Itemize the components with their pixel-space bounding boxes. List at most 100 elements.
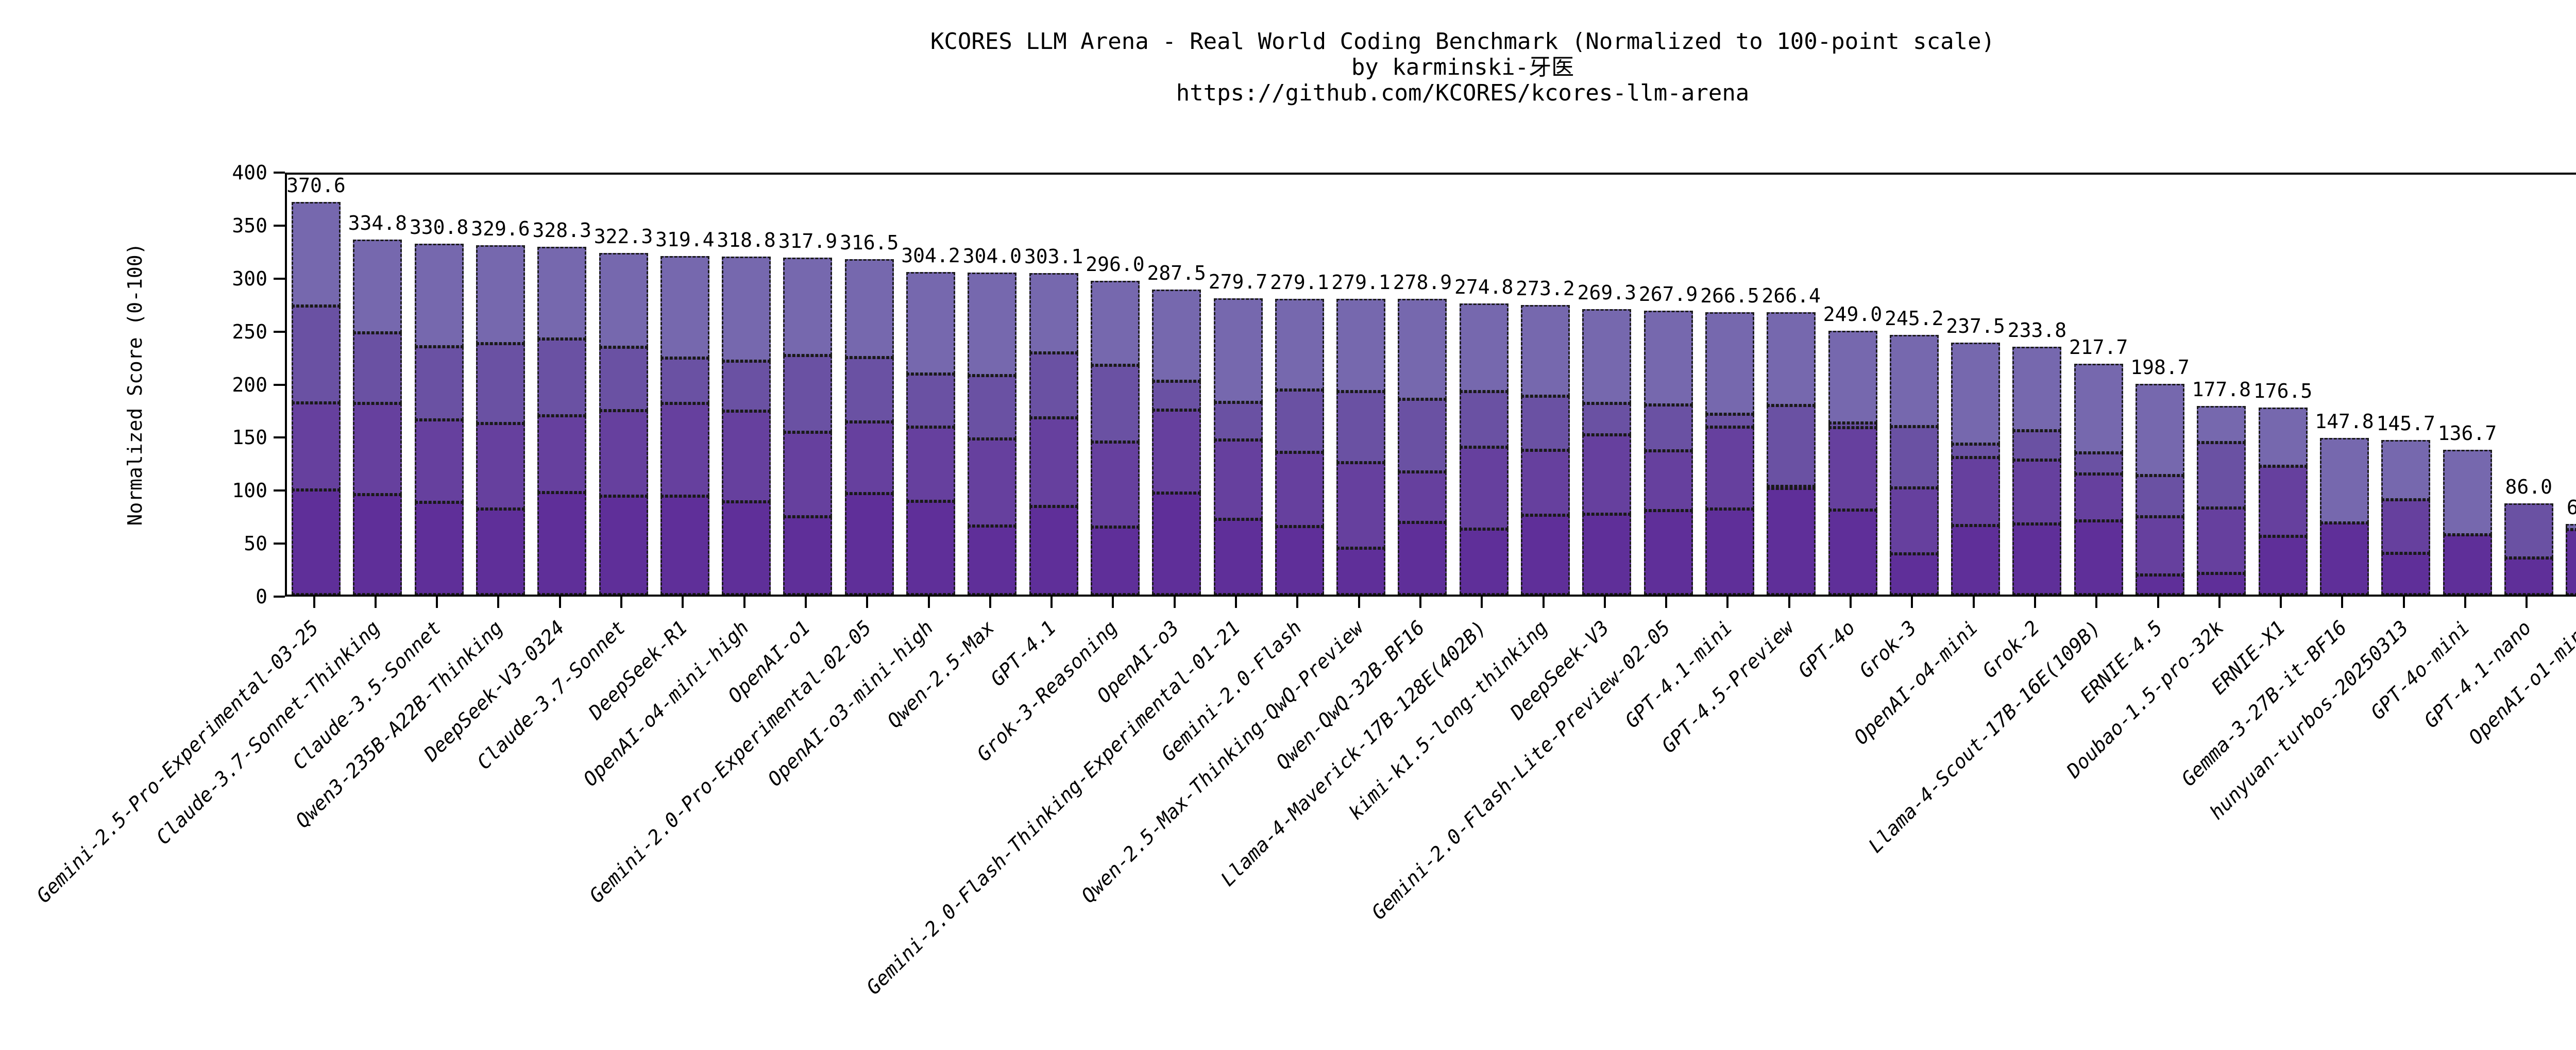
bar-segment-ball-bouncing-inside-spinning-heptagon	[1029, 506, 1078, 595]
bar-segment-mandelbrot-set-meet-libai	[1643, 450, 1693, 511]
bar-segment-solar-system	[2443, 449, 2492, 535]
y-tick	[274, 543, 285, 545]
bar-segment-mandelbrot-set-meet-libai	[353, 403, 402, 495]
y-tick	[274, 172, 285, 174]
bar-segment-mandelbrot-set-meet-libai	[1582, 434, 1632, 514]
bar-segment-ball-bouncing-inside-spinning-heptagon	[2381, 553, 2431, 595]
bar-segment-mandelbrot-set-meet-libai	[414, 420, 464, 502]
bar-segment-mars-mission	[476, 344, 525, 424]
y-tick	[274, 330, 285, 333]
y-tick-label: 0	[256, 585, 267, 608]
bar-value-label: 176.5	[2253, 379, 2313, 402]
bar-segment-solar-system	[414, 244, 464, 347]
bar-value-label: 319.4	[655, 228, 715, 251]
x-tick	[1419, 597, 1421, 608]
bar-segment-solar-system	[2012, 346, 2062, 431]
x-tick	[1296, 597, 1299, 608]
bar-value-label: 86.0	[2505, 476, 2553, 499]
bar-segment-solar-system	[1459, 303, 1509, 392]
bar-value-label: 322.3	[594, 225, 653, 248]
bar-segment-mandelbrot-set-meet-libai	[1152, 410, 1201, 493]
bar-segment-ball-bouncing-inside-spinning-heptagon	[353, 495, 402, 595]
bar-value-label: 329.6	[471, 217, 530, 240]
x-tick	[1173, 597, 1176, 608]
bar-segment-mandelbrot-set-meet-libai	[906, 427, 955, 502]
bar-segment-solar-system	[1029, 273, 1078, 353]
bar-segment-mars-mission	[1459, 392, 1509, 448]
bar-segment-ball-bouncing-inside-spinning-heptagon	[2012, 523, 2062, 595]
bar-value-label: 245.2	[1885, 307, 1944, 330]
bar-segment-ball-bouncing-inside-spinning-heptagon	[1398, 522, 1447, 595]
x-tick	[989, 597, 991, 608]
bar-value-label: 317.9	[778, 229, 838, 252]
bar-value-label: 330.8	[409, 216, 469, 239]
bar-segment-solar-system	[353, 240, 402, 333]
bar-segment-mandelbrot-set-meet-libai	[2074, 474, 2123, 521]
x-tick	[1665, 597, 1668, 608]
bar-segment-ball-bouncing-inside-spinning-heptagon	[1459, 529, 1509, 595]
bar-value-label: 66.8	[2566, 496, 2576, 519]
bar-segment-mars-mission	[537, 339, 587, 416]
title-block: KCORES LLM Arena - Real World Coding Ben…	[285, 29, 2576, 106]
bar-segment-solar-system	[968, 272, 1017, 376]
x-tick	[866, 597, 869, 608]
x-tick	[1850, 597, 1852, 608]
x-tick	[2095, 597, 2098, 608]
bar-value-label: 296.0	[1086, 252, 1145, 276]
bar-segment-solar-system	[844, 259, 894, 358]
bar-segment-ball-bouncing-inside-spinning-heptagon	[2258, 536, 2308, 595]
bar-segment-ball-bouncing-inside-spinning-heptagon	[2136, 574, 2184, 595]
bar-segment-mars-mission	[722, 361, 771, 412]
bar-segment-mandelbrot-set-meet-libai	[1705, 427, 1754, 510]
bar-segment-mandelbrot-set-meet-libai	[1459, 447, 1509, 530]
x-tick	[2033, 597, 2036, 608]
bar-segment-mars-mission	[2012, 431, 2062, 460]
bar-segment-mandelbrot-set-meet-libai	[1336, 463, 1386, 549]
bar-segment-mars-mission	[906, 374, 955, 427]
y-axis-title: Normalized Score (0-100)	[124, 243, 146, 526]
bar-segment-mars-mission	[844, 358, 894, 422]
bar-segment-solar-system	[1582, 309, 1632, 404]
bar-value-label: 147.8	[2315, 410, 2374, 433]
y-tick-label: 100	[232, 479, 267, 502]
bar-segment-ball-bouncing-inside-spinning-heptagon	[1582, 514, 1632, 595]
x-tick-label: GPT-4o	[1793, 616, 1860, 683]
x-tick	[1603, 597, 1606, 608]
x-tick	[1726, 597, 1729, 608]
bar-segment-mars-mission	[353, 333, 402, 403]
bar-segment-ball-bouncing-inside-spinning-heptagon	[1828, 510, 1877, 595]
x-tick	[313, 597, 315, 608]
bar-segment-ball-bouncing-inside-spinning-heptagon	[968, 526, 1017, 595]
x-tick	[1911, 597, 1913, 608]
chart-title: KCORES LLM Arena - Real World Coding Ben…	[930, 28, 1995, 55]
x-tick	[2464, 597, 2466, 608]
y-tick-label: 50	[244, 532, 267, 555]
x-tick	[1358, 597, 1360, 608]
bar-value-label: 266.5	[1700, 284, 1759, 307]
x-tick-label: Claude-3.7-Sonnet-Thinking	[151, 616, 384, 849]
bar-segment-mandelbrot-set-meet-libai	[2197, 507, 2246, 573]
bar-value-label: 316.5	[839, 231, 899, 254]
bar-segment-solar-system	[1213, 298, 1263, 402]
bar-segment-mars-mission	[1582, 403, 1632, 435]
bar-segment-mandelbrot-set-meet-libai	[476, 424, 525, 509]
bar-segment-mandelbrot-set-meet-libai	[292, 403, 341, 490]
bar-value-label: 370.6	[286, 174, 346, 197]
x-tick	[804, 597, 807, 608]
bar-segment-mars-mission	[1951, 444, 2001, 458]
bar-segment-mars-mission	[1213, 402, 1263, 440]
bar-value-label: 198.7	[2130, 356, 2190, 379]
bar-segment-mars-mission	[1767, 405, 1816, 486]
bar-segment-mandelbrot-set-meet-libai	[599, 411, 648, 496]
x-tick	[1050, 597, 1053, 608]
bar-segment-ball-bouncing-inside-spinning-heptagon	[2443, 534, 2492, 595]
y-tick	[274, 489, 285, 492]
bar-segment-ball-bouncing-inside-spinning-heptagon	[1767, 488, 1816, 595]
x-tick	[1481, 597, 1483, 608]
bar-value-label: 278.9	[1393, 271, 1452, 294]
bar-segment-mars-mission	[2136, 476, 2184, 517]
bar-segment-ball-bouncing-inside-spinning-heptagon	[660, 496, 709, 595]
bar-segment-ball-bouncing-inside-spinning-heptagon	[844, 494, 894, 595]
x-tick	[374, 597, 377, 608]
bar-segment-solar-system	[1889, 334, 1939, 427]
